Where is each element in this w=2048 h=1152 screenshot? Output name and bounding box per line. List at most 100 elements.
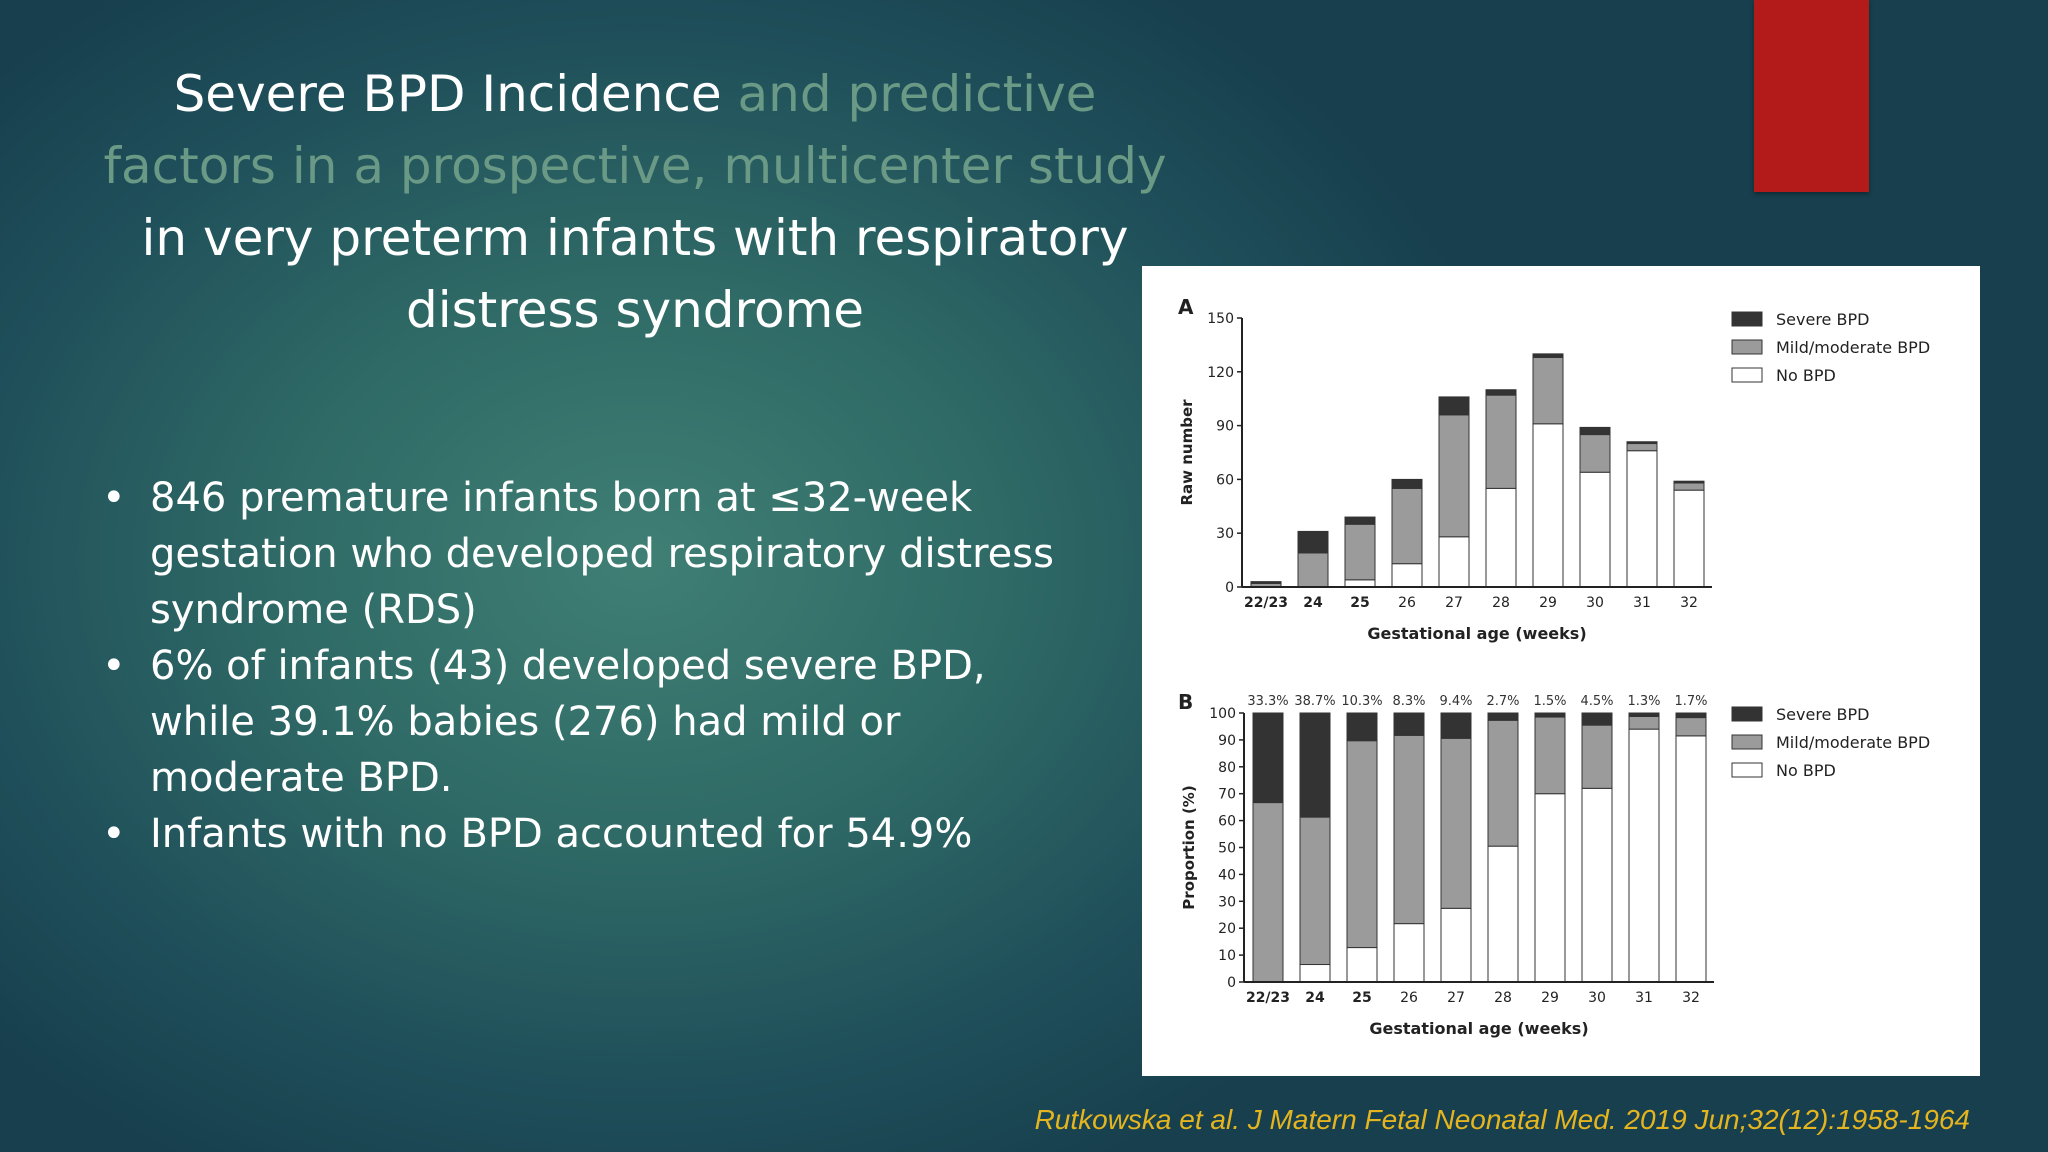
panel-b-xtick-label: 31 <box>1635 990 1653 1006</box>
panel-a-ytick-label: 0 <box>1225 580 1234 596</box>
panel-a-bar-no-bpd <box>1485 487 1517 588</box>
panel-a-bar-severe-bpd <box>1438 396 1470 416</box>
panel-b-top-label: 1.5% <box>1533 694 1566 709</box>
title-part-1: Severe BPD Incidence <box>173 65 738 123</box>
panel-a-bar-mild-moderate-bpd <box>1438 414 1470 538</box>
panel-a-bar-no-bpd <box>1532 423 1564 588</box>
title-part-3: in a prospective, multicenter study <box>275 137 1167 195</box>
bullet-item: Infants with no BPD accounted for 54.9% <box>100 806 1100 862</box>
panel-b-bar-mild-moderate-bpd <box>1440 737 1472 909</box>
panel-b-ylabel: Proportion (%) <box>1180 785 1198 909</box>
panel-b-bar-no-bpd <box>1299 964 1331 983</box>
panel-b-ytick-label: 100 <box>1209 706 1236 722</box>
panel-b-legend-swatch <box>1731 706 1763 722</box>
panel-b-bar-mild-moderate-bpd <box>1299 816 1331 966</box>
panel-a-ytick-label: 90 <box>1216 419 1234 435</box>
panel-b-ytick-label: 70 <box>1218 787 1236 803</box>
panel-a-legend-label: Mild/moderate BPD <box>1776 338 1930 357</box>
panel-b-top-label: 38.7% <box>1294 694 1335 709</box>
panel-a-bar-mild-moderate-bpd <box>1391 487 1423 565</box>
panel-b-bar-mild-moderate-bpd <box>1487 719 1519 847</box>
panel-a-bar-severe-bpd <box>1532 353 1564 358</box>
panel-a-ytick-label: 150 <box>1207 311 1234 327</box>
chart-figure: A Raw number 0 30 60 90 120 150 22/23 24 25 26 27 28 2… <box>1142 266 1980 1076</box>
panel-b-bar-severe-bpd <box>1534 712 1566 718</box>
panel-b-bar-severe-bpd <box>1393 712 1425 736</box>
panel-a-legend-swatch <box>1731 311 1763 327</box>
panel-b-top-label: 33.3% <box>1247 694 1288 709</box>
panel-b-bar-mild-moderate-bpd <box>1393 734 1425 925</box>
panel-b-ytick-label: 20 <box>1218 921 1236 937</box>
title-part-4: in very preterm infants with respiratory… <box>141 209 1129 339</box>
panel-b-bar-no-bpd <box>1346 947 1378 983</box>
panel-a-bar-no-bpd <box>1391 563 1423 588</box>
panel-a-bar-mild-moderate-bpd <box>1673 482 1705 491</box>
panel-b-bar-no-bpd <box>1393 923 1425 983</box>
panel-b-xlabel: Gestational age (weeks) <box>1369 1019 1588 1038</box>
panel-a-xtick-label: 27 <box>1445 595 1463 611</box>
panel-b-bar-no-bpd <box>1628 728 1660 983</box>
chart-svg: A Raw number 0 30 60 90 120 150 22/23 24 25 26 27 28 2… <box>1178 295 1930 1038</box>
panel-a-bar-no-bpd <box>1438 536 1470 588</box>
panel-a-bar-mild-moderate-bpd <box>1579 434 1611 473</box>
panel-b-bar-severe-bpd <box>1346 712 1378 742</box>
red-accent-tab <box>1754 0 1869 192</box>
panel-a-legend-swatch <box>1731 339 1763 355</box>
panel-b-bar-severe-bpd <box>1581 712 1613 726</box>
panel-b-bar-severe-bpd <box>1440 712 1472 739</box>
panel-b-bar-no-bpd <box>1440 907 1472 983</box>
panel-a-xtick-label: 28 <box>1492 595 1510 611</box>
panel-a-legend-swatch <box>1731 367 1763 383</box>
panel-b-bar-no-bpd <box>1581 787 1613 983</box>
panel-b-xtick-label: 30 <box>1588 990 1606 1006</box>
panel-b-bar-no-bpd <box>1675 735 1707 983</box>
panel-a-bar-mild-moderate-bpd <box>1344 523 1376 581</box>
panel-a-xtick-label: 25 <box>1350 595 1369 611</box>
panel-a-bar-severe-bpd <box>1391 478 1423 489</box>
panel-a-bar-severe-bpd <box>1297 530 1329 554</box>
panel-b-ytick-label: 50 <box>1218 841 1236 857</box>
panel-b-ytick-label: 0 <box>1227 975 1236 991</box>
panel-a-bar-severe-bpd <box>1626 441 1658 445</box>
panel-a-bar-no-bpd <box>1579 471 1611 588</box>
panel-b-xtick-label: 24 <box>1305 990 1325 1006</box>
panel-a-bar-severe-bpd <box>1250 581 1282 584</box>
panel-a-bar-mild-moderate-bpd <box>1532 356 1564 425</box>
panel-a-bar-no-bpd <box>1344 579 1376 588</box>
panel-b-xtick-label: 32 <box>1682 990 1700 1006</box>
panel-a-ytick-label: 60 <box>1216 472 1234 488</box>
panel-a-bar-severe-bpd <box>1673 480 1705 484</box>
panel-b-bar-no-bpd <box>1487 845 1519 983</box>
bullet-item: 846 premature infants born at ≤32-week g… <box>100 470 1100 638</box>
panel-b-bar-severe-bpd <box>1252 712 1284 804</box>
citation: Rutkowska et al. J Matern Fetal Neonatal… <box>1034 1104 1970 1135</box>
panel-a-xlabel: Gestational age (weeks) <box>1367 624 1586 643</box>
panel-b-bar-mild-moderate-bpd <box>1675 717 1707 737</box>
panel-b-legend-swatch <box>1731 762 1763 778</box>
panel-b-legend-label: Mild/moderate BPD <box>1776 733 1930 752</box>
panel-b-ytick-label: 90 <box>1218 733 1236 749</box>
panel-b-legend-label: No BPD <box>1776 761 1836 780</box>
panel-a-bar-mild-moderate-bpd <box>1297 552 1329 588</box>
panel-b-bar-severe-bpd <box>1675 712 1707 719</box>
panel-a-xtick-label: 31 <box>1633 595 1651 611</box>
panel-a-bar-no-bpd <box>1673 489 1705 588</box>
panel-b-bar-mild-moderate-bpd <box>1534 716 1566 795</box>
panel-a-legend-label: No BPD <box>1776 366 1836 385</box>
panel-b-bar-severe-bpd <box>1299 712 1331 818</box>
panel-b-bar-mild-moderate-bpd <box>1628 715 1660 730</box>
bullet-item: 6% of infants (43) developed severe BPD,… <box>100 638 1100 806</box>
panel-a-xtick-label: 22/23 <box>1244 595 1288 611</box>
panel-b-ytick-label: 10 <box>1218 948 1236 964</box>
panel-b-xtick-label: 22/23 <box>1246 990 1290 1006</box>
panel-b-ytick-label: 60 <box>1218 814 1236 830</box>
panel-b-xtick-label: 26 <box>1400 990 1418 1006</box>
panel-b-bar-severe-bpd <box>1628 712 1660 717</box>
panel-b-top-label: 2.7% <box>1486 694 1519 709</box>
panel-b-bar-mild-moderate-bpd <box>1346 740 1378 949</box>
panel-a-ylabel: Raw number <box>1178 399 1196 506</box>
panel-b-bar-mild-moderate-bpd <box>1252 802 1284 983</box>
panel-b-xtick-label: 29 <box>1541 990 1559 1006</box>
panel-b-letter: B <box>1178 690 1193 714</box>
panel-a-ytick-label: 30 <box>1216 526 1234 542</box>
